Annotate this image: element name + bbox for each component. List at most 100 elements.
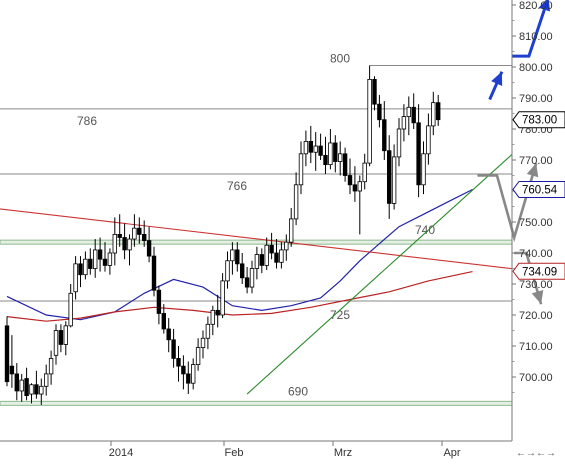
candle-down bbox=[14, 373, 19, 392]
forecast-arrow-line-1 bbox=[511, 0, 550, 58]
y-tick-label: 720.00 bbox=[519, 310, 553, 322]
forecast-arrow-head-1 bbox=[538, 0, 551, 12]
y-tick-label: 770.00 bbox=[519, 155, 553, 167]
candle-up bbox=[205, 323, 211, 339]
candle-up bbox=[83, 258, 88, 276]
forecast-arrow-line-3 bbox=[514, 251, 543, 305]
candle-up bbox=[421, 153, 426, 186]
value-tag-box-0 bbox=[512, 111, 565, 129]
candle-up bbox=[39, 385, 44, 395]
candle-down bbox=[166, 328, 171, 341]
support-band-690 bbox=[0, 400, 512, 406]
candle-down bbox=[239, 263, 245, 279]
candle-up bbox=[254, 254, 260, 269]
candle-up bbox=[313, 145, 318, 153]
candle-down bbox=[176, 357, 181, 367]
candle-up bbox=[127, 238, 132, 251]
candle-down bbox=[122, 237, 127, 251]
candle-down bbox=[186, 373, 191, 384]
candle-down bbox=[411, 106, 416, 124]
level-label-766: 766 bbox=[227, 179, 247, 193]
moving-average-blue bbox=[6, 188, 473, 321]
level-label-800: 800 bbox=[330, 51, 350, 65]
forecast-arrow-head-0 bbox=[491, 71, 503, 86]
candle-up bbox=[391, 156, 397, 204]
candle-down bbox=[151, 255, 157, 291]
candle-up bbox=[328, 142, 333, 166]
candle-down bbox=[377, 103, 382, 121]
x-tick-label: Apr bbox=[443, 447, 460, 459]
level-label-725: 725 bbox=[330, 308, 350, 322]
candle-down bbox=[323, 154, 328, 166]
candle-up bbox=[357, 181, 362, 192]
candle-down bbox=[274, 252, 279, 263]
y-tick-label: 790.00 bbox=[519, 93, 553, 105]
zoom-arrows-icon[interactable]: ←→←→ bbox=[516, 448, 556, 459]
candle-up bbox=[190, 364, 196, 384]
candle-up bbox=[279, 249, 284, 263]
candle-down bbox=[88, 258, 93, 269]
level-label-740: 740 bbox=[415, 223, 435, 237]
candle-up bbox=[293, 184, 299, 220]
candle-up bbox=[396, 128, 402, 158]
candle-up bbox=[298, 153, 304, 186]
candle-up bbox=[303, 140, 309, 155]
candle-up bbox=[53, 330, 59, 356]
y-tick-label: 700.00 bbox=[519, 372, 553, 384]
candle-up bbox=[225, 260, 230, 282]
level-label-786: 786 bbox=[77, 114, 97, 128]
candle-down bbox=[181, 365, 186, 375]
candle-down bbox=[97, 249, 103, 260]
candle-up bbox=[210, 309, 215, 325]
candle-up bbox=[107, 252, 113, 266]
candle-up bbox=[195, 347, 201, 365]
candle-down bbox=[24, 378, 29, 396]
candle-down bbox=[386, 150, 392, 204]
value-tag-label-1: 760.54 bbox=[522, 184, 558, 196]
candle-down bbox=[9, 365, 15, 375]
candle-down bbox=[308, 140, 313, 153]
value-tag-label-0: 783.00 bbox=[522, 115, 557, 127]
candle-down bbox=[78, 263, 83, 276]
candle-down bbox=[215, 309, 220, 316]
candle-down bbox=[58, 330, 64, 345]
candle-down bbox=[259, 254, 264, 266]
candle-down bbox=[146, 240, 152, 257]
y-tick-label: 710.00 bbox=[519, 341, 553, 353]
value-tag-box-2 bbox=[512, 262, 565, 280]
candle-up bbox=[288, 218, 294, 243]
candle-up bbox=[132, 227, 137, 240]
candle-up bbox=[284, 241, 289, 251]
value-tag-label-2: 734.09 bbox=[522, 266, 557, 278]
candle-up bbox=[112, 233, 117, 254]
candle-down bbox=[161, 313, 166, 330]
candle-up bbox=[401, 116, 407, 130]
candle-down bbox=[156, 289, 162, 314]
y-tick-label: 820.00 bbox=[519, 0, 553, 12]
level-label-690: 690 bbox=[288, 384, 308, 398]
candle-up bbox=[220, 280, 225, 316]
candle-down bbox=[102, 258, 108, 266]
candle-up bbox=[63, 325, 68, 345]
value-tag-box-1 bbox=[512, 180, 565, 198]
x-tick-label: Mrz bbox=[334, 447, 352, 459]
moving-average-red bbox=[6, 271, 473, 322]
forecast-arrow-head-3 bbox=[531, 289, 544, 305]
candle-down bbox=[318, 145, 323, 156]
y-tick-label: 740.00 bbox=[519, 248, 553, 260]
candle-down bbox=[141, 233, 147, 241]
candle-down bbox=[117, 233, 122, 238]
candle-down bbox=[372, 79, 377, 105]
candle-down bbox=[171, 339, 176, 359]
candle-down bbox=[435, 102, 441, 121]
candle-down bbox=[137, 227, 142, 235]
candle-up bbox=[249, 268, 255, 288]
candle-down bbox=[342, 153, 348, 176]
candle-up bbox=[44, 373, 49, 387]
candle-up bbox=[426, 125, 431, 155]
candle-up bbox=[406, 106, 411, 118]
candle-up bbox=[200, 337, 206, 348]
candle-up bbox=[73, 263, 78, 293]
